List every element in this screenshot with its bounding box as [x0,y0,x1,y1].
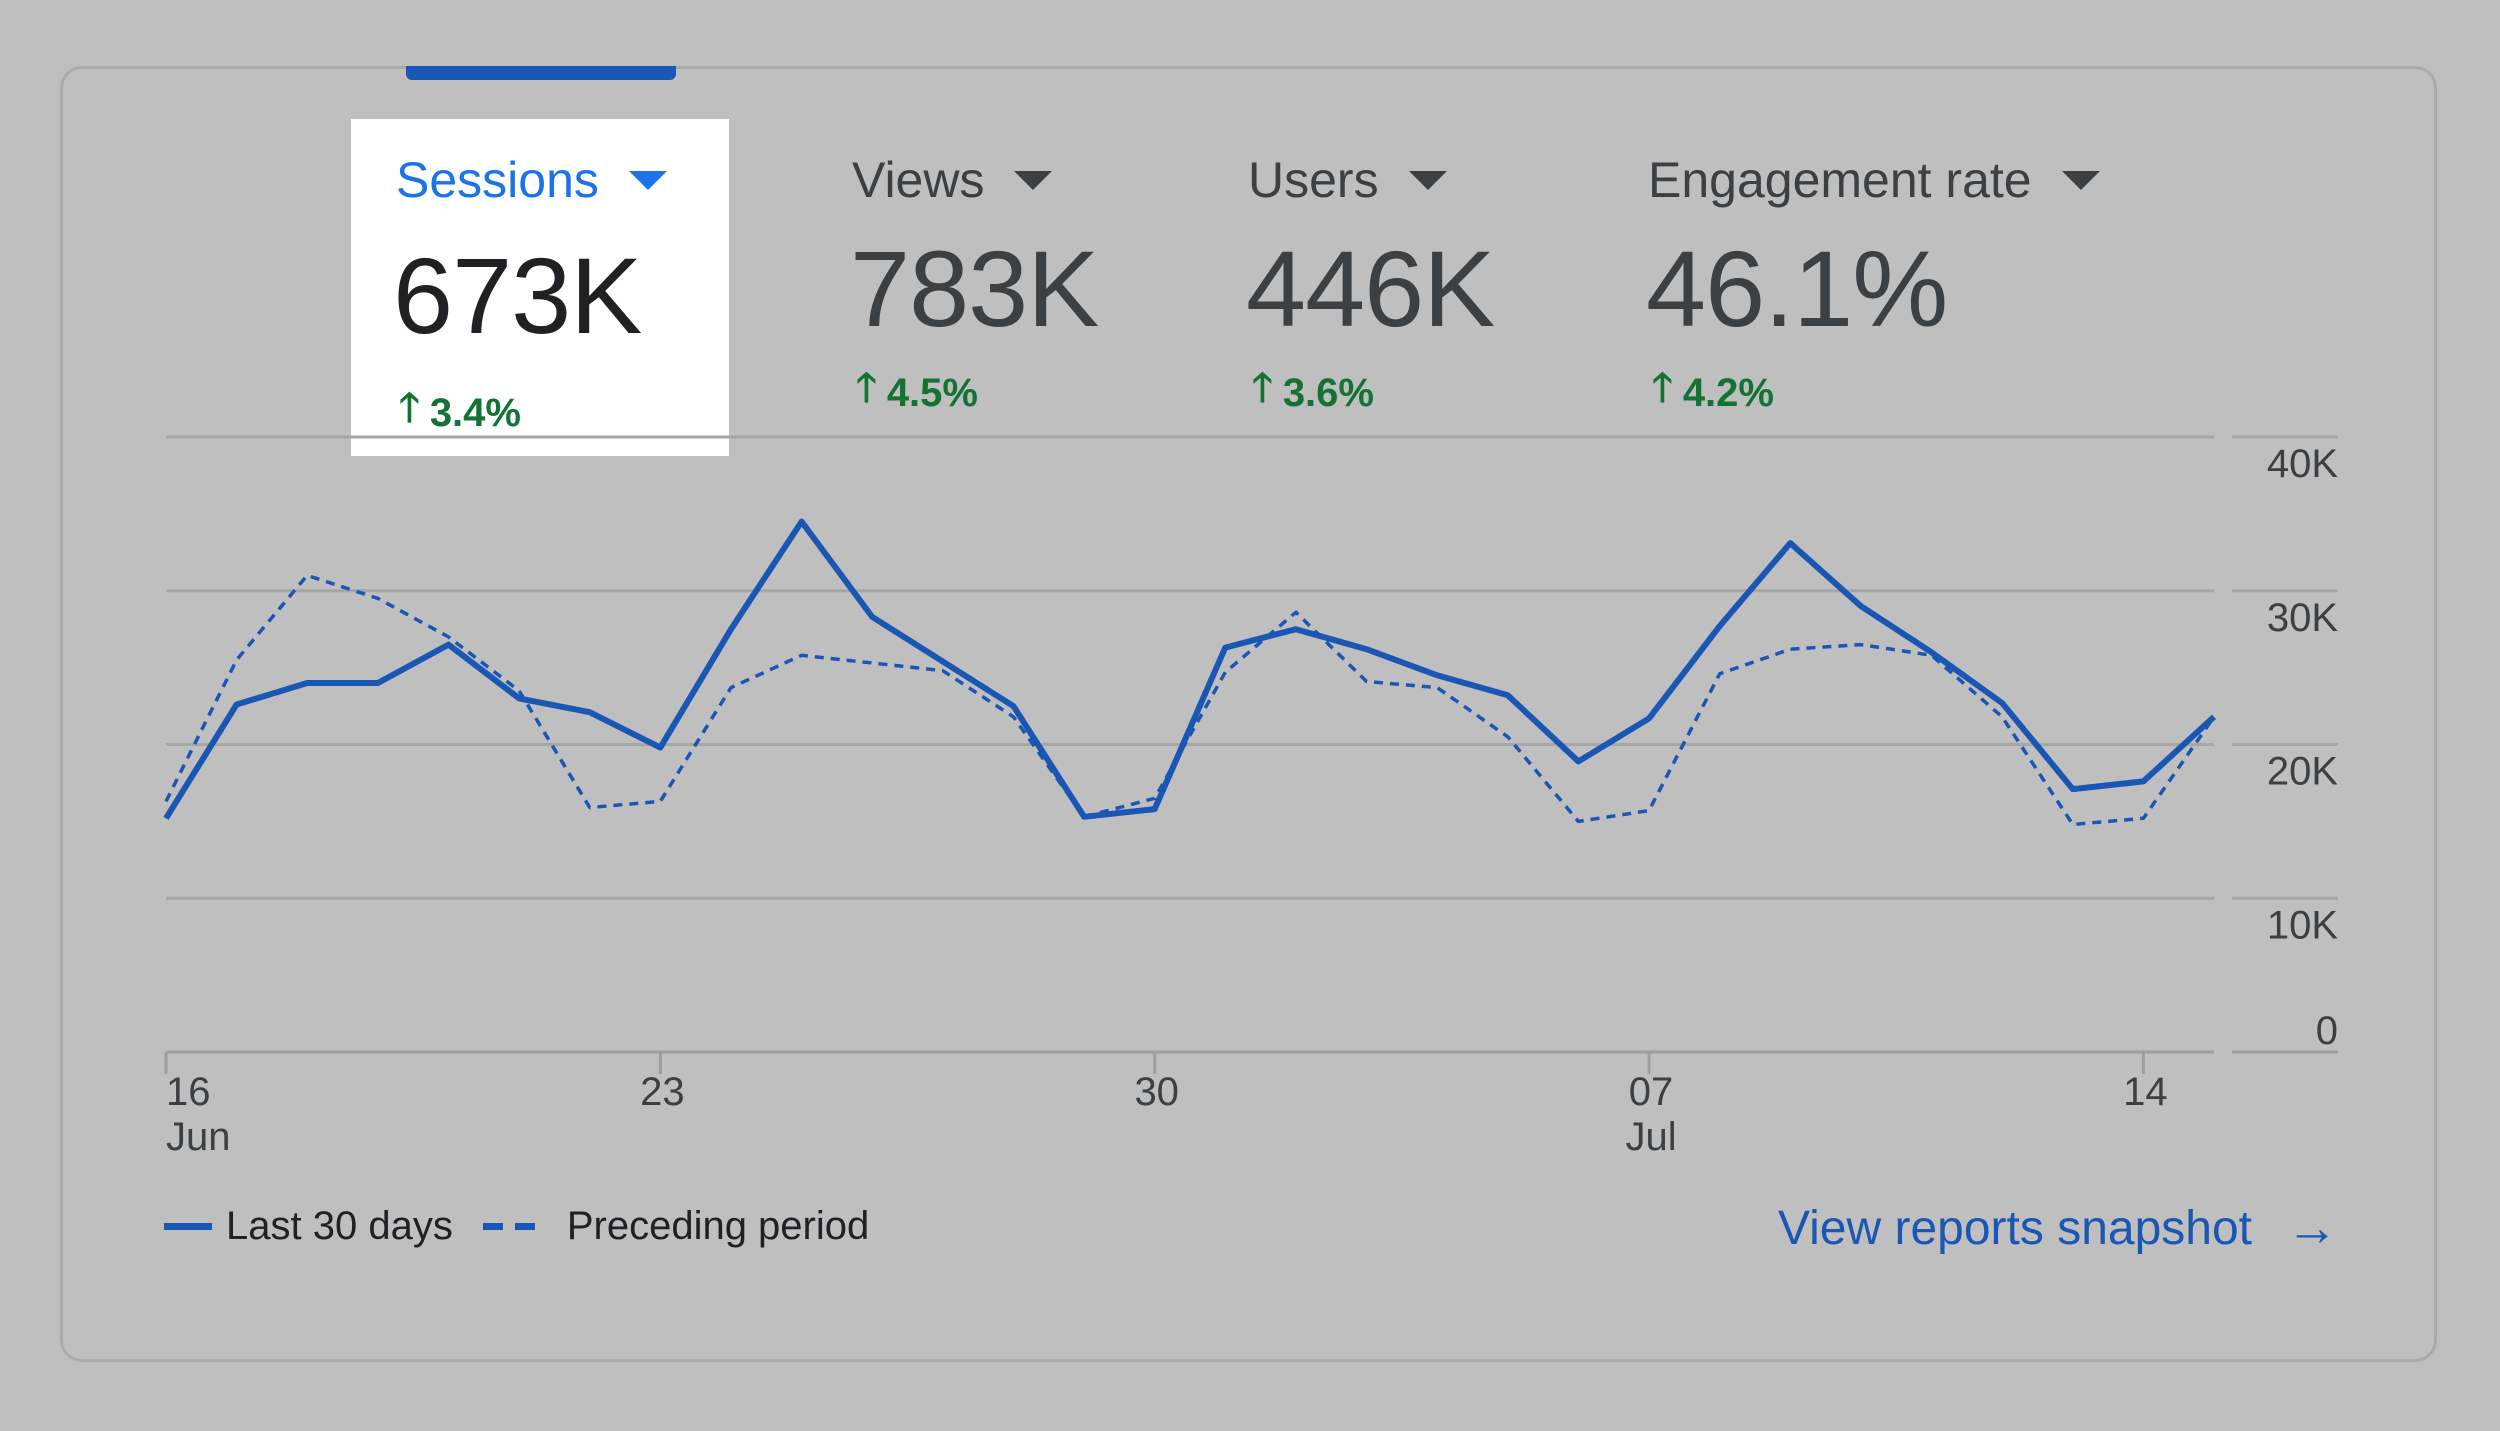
metric-change-text: 3.4% [429,390,521,435]
selected-tab-indicator [406,66,676,80]
y-tick-label: 30K [2267,596,2338,640]
legend-previous-label: Preceding period [566,1204,870,1248]
metric-change-sessions: 🡑 3.4% [399,379,521,447]
metric-change-engagement-rate: 🡑 4.2% [1652,359,1774,427]
metric-change-text: 4.2% [1682,370,1774,415]
series-line-last-30-days [163,518,2217,820]
y-tick-label: 10K [2267,903,2338,947]
x-tick-label: 23 [640,1070,685,1114]
arrow-up-icon: 🡑 [856,366,877,410]
caret-down-icon[interactable] [628,170,667,190]
chart-legend: Last 30 days Preceding period [164,1204,869,1249]
legend-solid-swatch [164,1223,212,1230]
metric-value-sessions: 673K [393,235,642,356]
caret-down-icon[interactable] [2061,170,2100,190]
y-tick-label: 0 [2316,1009,2338,1053]
y-tick-label: 20K [2267,750,2338,794]
caret-down-icon[interactable] [1408,170,1447,190]
metric-label-text: Views [852,152,985,208]
x-tick-label: 30 [1134,1070,1179,1114]
metric-value-users: 446K [1246,228,1495,349]
legend-current-label: Last 30 days [226,1204,453,1248]
arrow-up-icon: 🡑 [399,386,420,430]
metric-change-text: 3.6% [1282,370,1374,415]
y-tick-label: 40K [2267,442,2338,486]
metric-change-users: 🡑 3.6% [1252,359,1374,427]
metric-change-views: 🡑 4.5% [856,359,978,427]
metric-label-views[interactable]: Views [852,151,1053,209]
metric-value-engagement-rate: 46.1% [1646,228,1948,349]
metric-label-text: Users [1248,152,1379,208]
x-tick-month-label: Jun [166,1115,231,1159]
arrow-up-icon: 🡑 [1252,366,1273,410]
x-tick-label: 14 [2123,1070,2168,1114]
x-tick-label: 07 [1629,1070,1674,1114]
caret-down-icon[interactable] [1014,170,1053,190]
series-line-preceding-period [164,573,2216,827]
metric-label-engagement-rate[interactable]: Engagement rate [1648,151,2100,209]
metric-label-text: Sessions [396,152,599,208]
arrow-up-icon: 🡑 [1652,366,1673,410]
legend-dashed-swatch [482,1223,547,1230]
metric-label-text: Engagement rate [1648,152,2032,208]
x-tick-label: 16 [166,1070,211,1114]
metric-change-text: 4.5% [886,370,978,415]
x-tick-month-label: Jul [1625,1115,1676,1159]
arrow-right-icon[interactable]: → [2286,1199,2338,1257]
metric-label-sessions[interactable]: Sessions [396,151,667,209]
metric-value-views: 783K [850,228,1099,349]
view-reports-snapshot-link[interactable]: View reports snapshot → [1778,1198,2338,1258]
metric-tab-sessions[interactable]: Sessions 673K 🡑 3.4% [351,119,729,456]
view-reports-snapshot-label[interactable]: View reports snapshot [1777,1201,2252,1255]
metric-label-users[interactable]: Users [1248,151,1447,209]
